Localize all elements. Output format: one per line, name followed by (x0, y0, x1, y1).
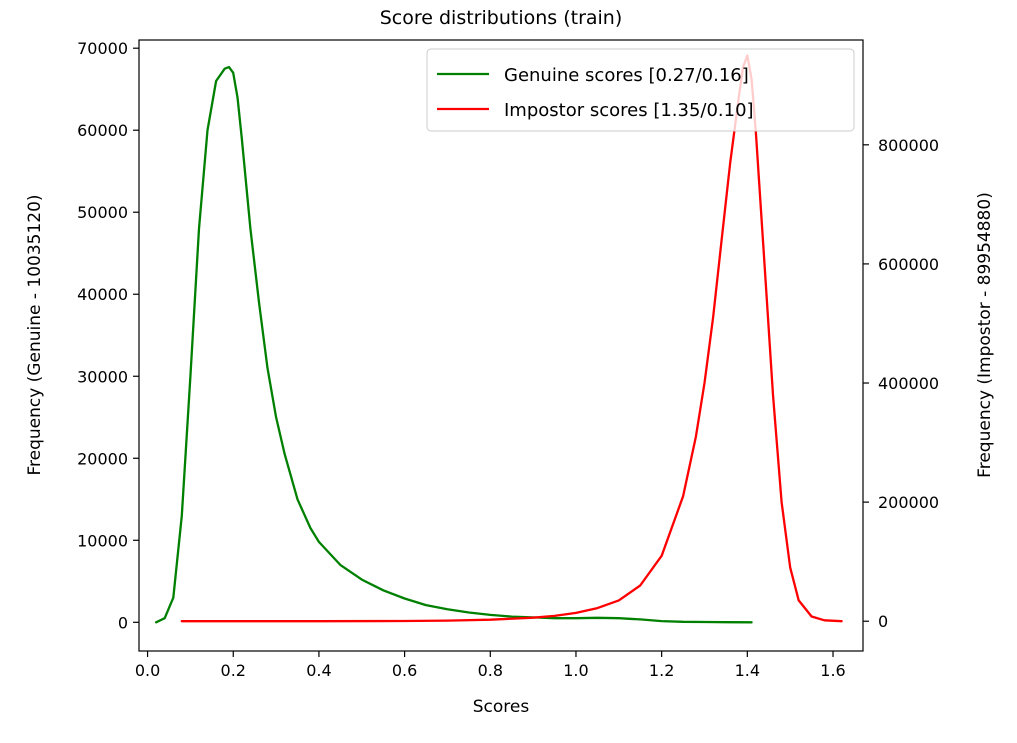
x-tick-label: 1.0 (563, 661, 588, 680)
left-y-axis-label: Frequency (Genuine - 10035120) (25, 194, 45, 475)
legend-label: Impostor scores [1.35/0.10] (504, 100, 754, 121)
x-tick-label: 0.0 (135, 661, 160, 680)
x-axis-ticks: 0.0 0.2 0.4 0.6 0.8 1.0 1.2 1.4 1.6 (135, 651, 846, 680)
right-y-tick-label: 0 (878, 612, 888, 631)
left-y-tick-label: 40000 (77, 285, 128, 304)
x-tick-label: 0.6 (392, 661, 417, 680)
right-y-tick-label: 200000 (878, 493, 939, 512)
plot-frame (138, 39, 864, 652)
left-y-tick-label: 70000 (77, 39, 128, 58)
left-y-tick-label: 10000 (77, 531, 128, 550)
legend-box (426, 48, 855, 132)
x-tick-label: 0.8 (478, 661, 503, 680)
left-y-tick-label: 30000 (77, 367, 128, 386)
series-layer (154, 54, 843, 624)
chart-title: Score distributions (train) (380, 7, 623, 29)
x-tick-label: 0.2 (221, 661, 246, 680)
left-y-tick-label: 20000 (77, 449, 128, 468)
legend-label: Genuine scores [0.27/0.16] (504, 65, 749, 86)
right-y-tick-label: 400000 (878, 374, 939, 393)
right-y-axis-label: Frequency (Impostor - 89954880) (975, 192, 995, 478)
left-y-tick-label: 0 (118, 613, 128, 632)
x-tick-label: 1.4 (735, 661, 760, 680)
left-y-tick-label: 60000 (77, 121, 128, 140)
right-y-axis-ticks: 0 200000 400000 600000 800000 (863, 136, 939, 631)
right-y-tick-label: 800000 (878, 136, 939, 155)
x-tick-label: 1.2 (649, 661, 674, 680)
left-y-axis-ticks: 0 10000 20000 30000 40000 50000 60000 70000 (77, 39, 139, 632)
legend: Genuine scores [0.27/0.16] Impostor score… (426, 48, 855, 132)
series-line-genuine (154, 65, 753, 624)
left-y-tick-label: 50000 (77, 203, 128, 222)
plot-area-border (138, 39, 864, 652)
x-tick-label: 1.6 (820, 661, 845, 680)
x-axis-label: Scores (473, 697, 530, 717)
series-line-impostor (180, 54, 843, 623)
right-y-tick-label: 600000 (878, 255, 939, 274)
x-tick-label: 0.4 (306, 661, 331, 680)
